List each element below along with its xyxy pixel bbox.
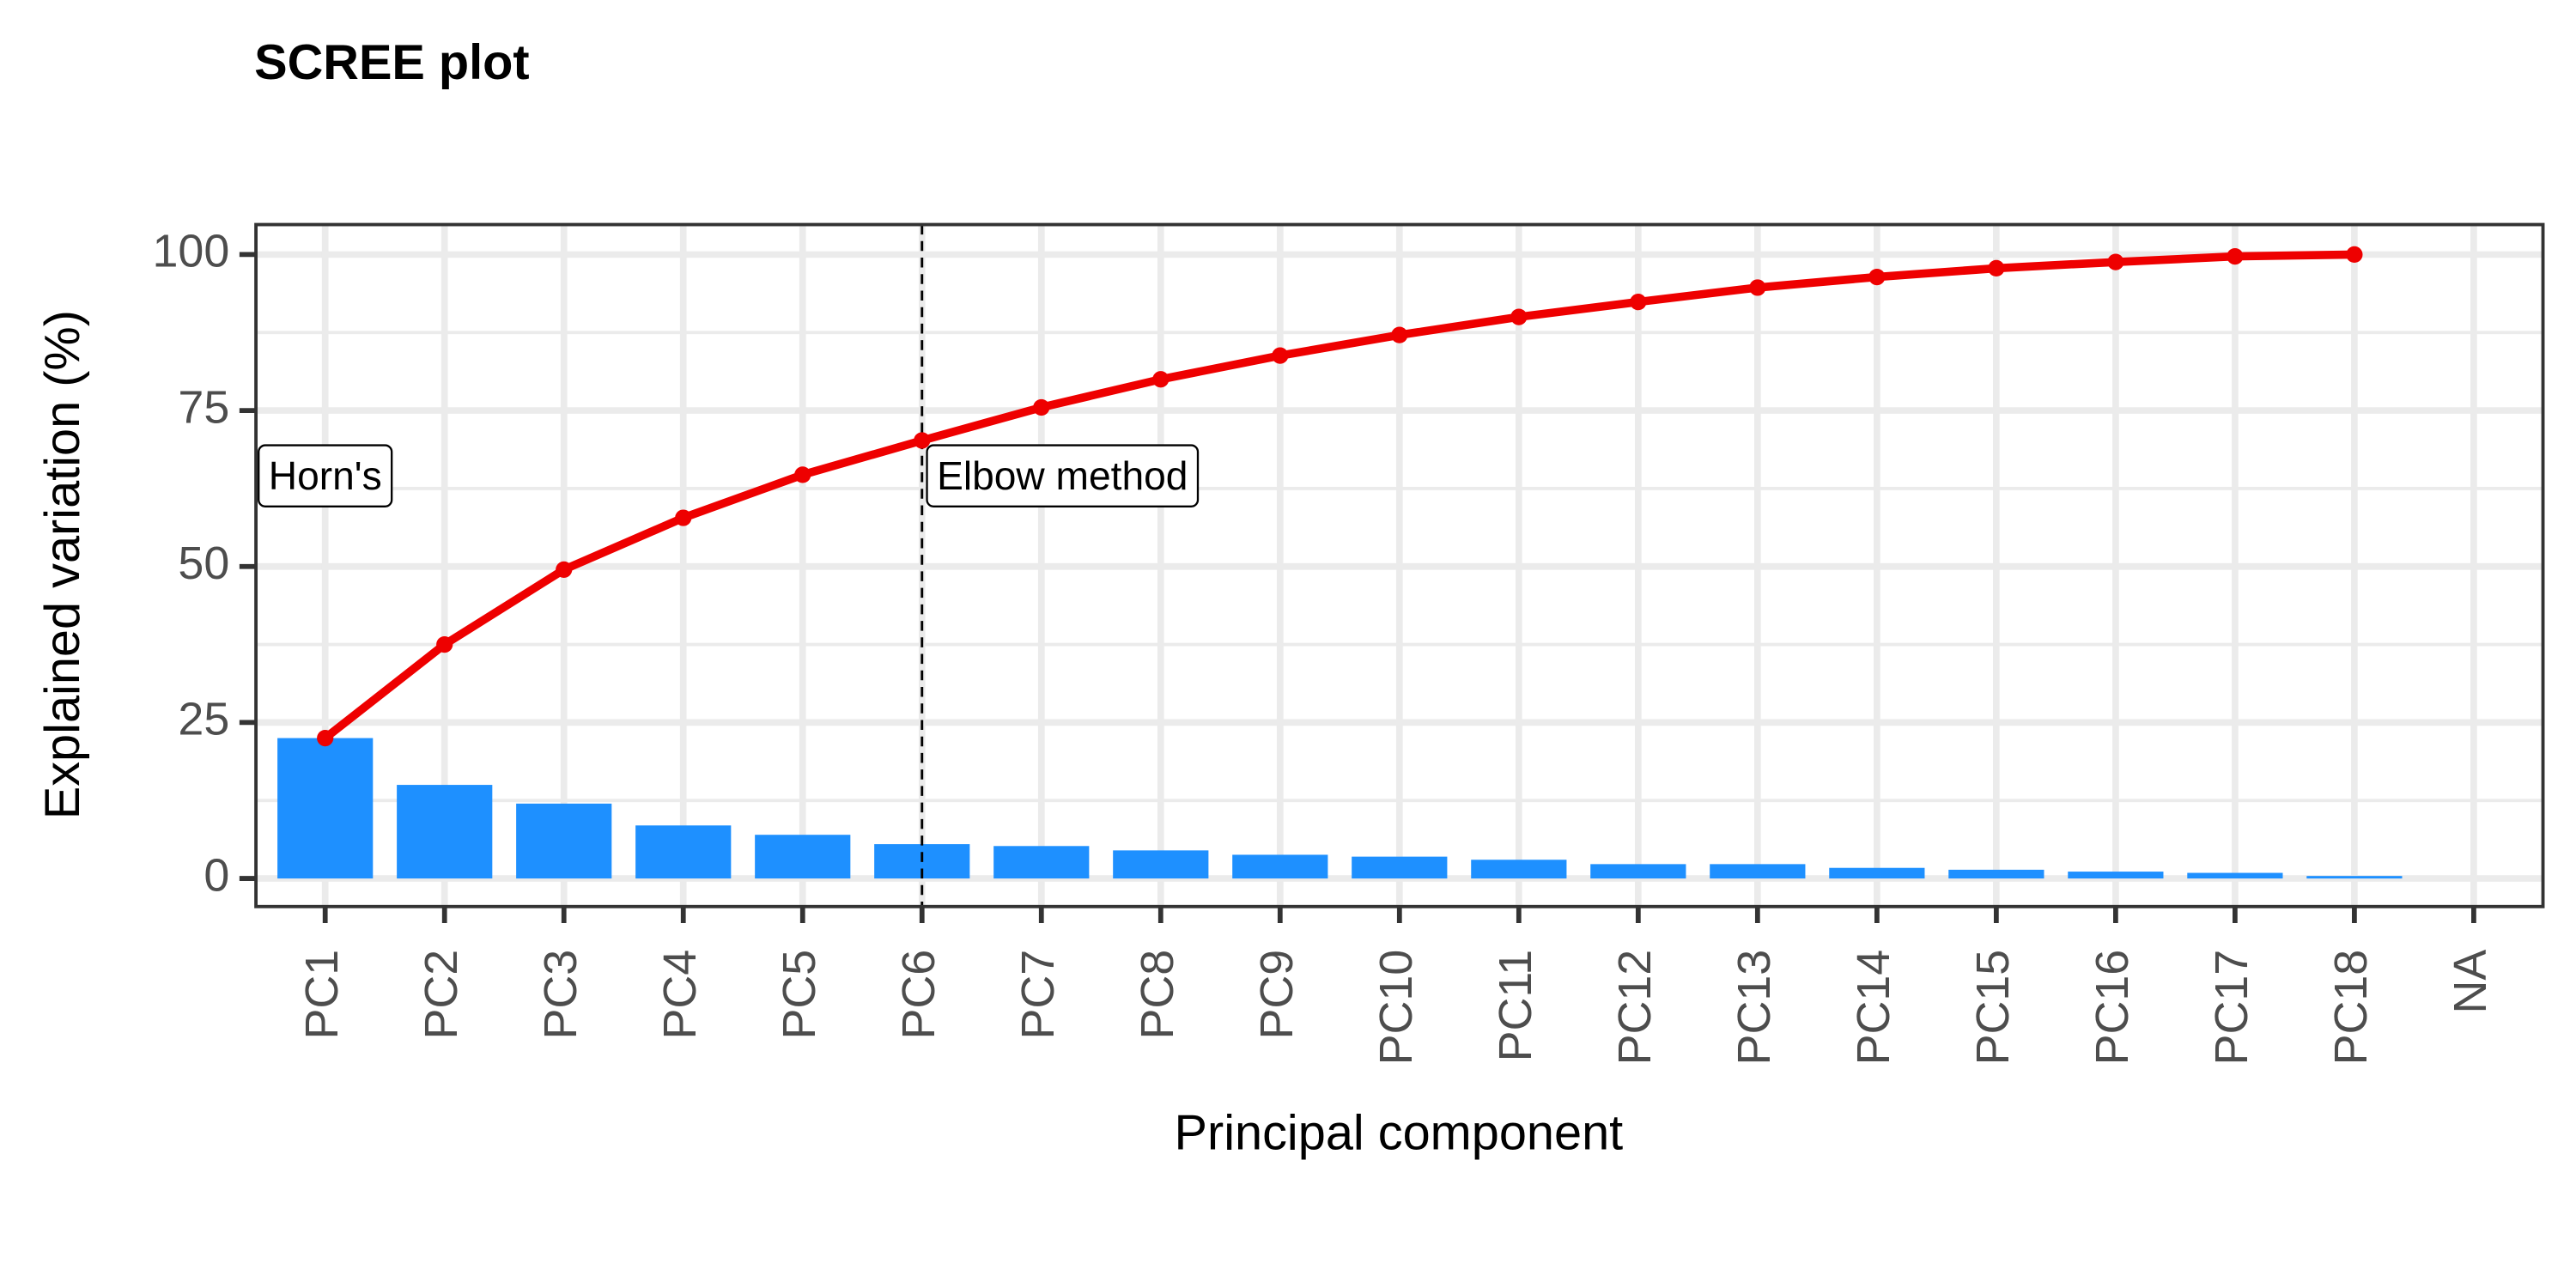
x-tick-label: PC14 bbox=[1848, 950, 1899, 1066]
line-point bbox=[1510, 308, 1528, 325]
line-point bbox=[556, 561, 573, 578]
bar bbox=[635, 825, 732, 879]
x-tick-label: PC11 bbox=[1490, 950, 1541, 1062]
y-tick-label: 100 bbox=[152, 226, 229, 277]
line-point bbox=[2227, 247, 2244, 265]
y-tick-label: 75 bbox=[178, 381, 229, 433]
line-point bbox=[794, 466, 811, 483]
bar bbox=[1948, 869, 2044, 879]
line-point bbox=[436, 635, 453, 653]
line-point bbox=[914, 432, 931, 449]
x-tick-label: PC5 bbox=[774, 950, 825, 1040]
line-point bbox=[1272, 347, 1289, 364]
bar bbox=[1590, 864, 1686, 879]
line-point bbox=[675, 509, 692, 526]
x-tick-label: PC9 bbox=[1251, 950, 1303, 1040]
y-tick-label: 25 bbox=[178, 694, 229, 745]
x-tick-label: PC16 bbox=[2087, 950, 2138, 1066]
bar bbox=[2068, 872, 2164, 879]
x-tick-label: PC12 bbox=[1609, 950, 1661, 1066]
line-point bbox=[1033, 398, 1050, 416]
annotation-box bbox=[258, 444, 393, 507]
plot-border bbox=[254, 222, 2545, 908]
x-tick-label: PC18 bbox=[2325, 950, 2377, 1066]
y-tick-label: 50 bbox=[178, 538, 229, 589]
x-tick-label: PC4 bbox=[654, 950, 706, 1040]
bar bbox=[1829, 867, 1925, 879]
bar bbox=[1710, 864, 1806, 879]
bar bbox=[1471, 860, 1567, 879]
x-tick-label: PC3 bbox=[535, 950, 586, 1040]
line-point bbox=[1391, 326, 1408, 343]
annotation-box bbox=[926, 444, 1200, 507]
chart-title: SCREE plot bbox=[254, 35, 530, 90]
bar bbox=[1232, 854, 1328, 879]
bar bbox=[993, 846, 1090, 879]
x-tick-label: PC17 bbox=[2206, 950, 2257, 1066]
line-point bbox=[317, 729, 334, 747]
bar bbox=[397, 785, 493, 879]
bar bbox=[2187, 872, 2283, 879]
x-tick-label: PC6 bbox=[893, 950, 945, 1040]
line-point bbox=[2346, 246, 2363, 264]
x-tick-label: PC8 bbox=[1132, 950, 1183, 1040]
line-point bbox=[1868, 268, 1886, 286]
line-point bbox=[1630, 294, 1647, 311]
x-tick-label: NA bbox=[2445, 950, 2496, 1014]
bar bbox=[755, 835, 851, 879]
x-tick-label: PC13 bbox=[1728, 950, 1780, 1066]
line-point bbox=[1152, 371, 1170, 388]
x-tick-label: PC10 bbox=[1370, 950, 1422, 1066]
annotation-label: Horn's bbox=[269, 453, 382, 498]
bar bbox=[516, 803, 612, 879]
line-point bbox=[1988, 259, 2005, 277]
x-tick-label: PC7 bbox=[1012, 950, 1064, 1040]
bar bbox=[1352, 856, 1448, 879]
x-tick-label: PC15 bbox=[1967, 950, 2019, 1066]
annotation-label: Elbow method bbox=[937, 453, 1188, 498]
annotations: Horn's Elbow method bbox=[258, 444, 1200, 507]
bar bbox=[2306, 876, 2403, 879]
y-axis-label: Explained variation (%) bbox=[35, 310, 90, 819]
y-tick-label: 0 bbox=[204, 849, 229, 901]
line-point bbox=[2107, 253, 2124, 270]
x-tick-label: PC2 bbox=[416, 950, 467, 1040]
bar bbox=[277, 738, 374, 879]
x-tick-label: PC1 bbox=[296, 950, 348, 1040]
line bbox=[322, 250, 2354, 742]
bar bbox=[1113, 850, 1209, 879]
line-point bbox=[1749, 279, 1766, 296]
x-axis-label: Principal component bbox=[1175, 1105, 1624, 1160]
